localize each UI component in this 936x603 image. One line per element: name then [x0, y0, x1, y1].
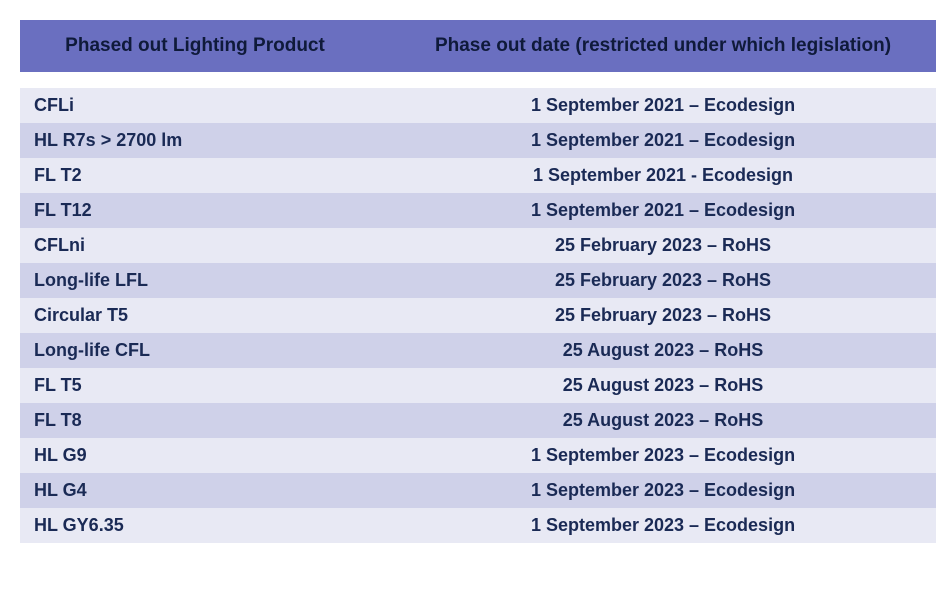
- table-row: Long-life LFL25 February 2023 – RoHS: [20, 263, 936, 298]
- lighting-phaseout-table: Phased out Lighting Product Phase out da…: [20, 20, 936, 543]
- table-row: CFLi1 September 2021 – Ecodesign: [20, 88, 936, 123]
- cell-date: 1 September 2021 – Ecodesign: [370, 193, 936, 228]
- cell-date: 1 September 2023 – Ecodesign: [370, 438, 936, 473]
- cell-product: FL T8: [20, 403, 370, 438]
- table-row: HL R7s > 2700 lm1 September 2021 – Ecode…: [20, 123, 936, 158]
- cell-product: HL GY6.35: [20, 508, 370, 543]
- table-separator: [20, 72, 936, 88]
- cell-date: 1 September 2023 – Ecodesign: [370, 508, 936, 543]
- cell-product: CFLi: [20, 88, 370, 123]
- table-header: Phased out Lighting Product Phase out da…: [20, 20, 936, 72]
- cell-product: FL T12: [20, 193, 370, 228]
- cell-date: 1 September 2021 – Ecodesign: [370, 88, 936, 123]
- table-row: HL GY6.351 September 2023 – Ecodesign: [20, 508, 936, 543]
- col-header-date: Phase out date (restricted under which l…: [370, 20, 936, 72]
- cell-date: 25 February 2023 – RoHS: [370, 228, 936, 263]
- table-row: Circular T525 February 2023 – RoHS: [20, 298, 936, 333]
- table-row: HL G41 September 2023 – Ecodesign: [20, 473, 936, 508]
- cell-product: HL G4: [20, 473, 370, 508]
- cell-date: 1 September 2023 – Ecodesign: [370, 473, 936, 508]
- cell-product: HL R7s > 2700 lm: [20, 123, 370, 158]
- table-row: CFLni25 February 2023 – RoHS: [20, 228, 936, 263]
- cell-product: FL T5: [20, 368, 370, 403]
- cell-product: Long-life LFL: [20, 263, 370, 298]
- cell-product: HL G9: [20, 438, 370, 473]
- cell-product: FL T2: [20, 158, 370, 193]
- table-row: FL T825 August 2023 – RoHS: [20, 403, 936, 438]
- cell-date: 1 September 2021 - Ecodesign: [370, 158, 936, 193]
- cell-product: Circular T5: [20, 298, 370, 333]
- table-row: FL T121 September 2021 – Ecodesign: [20, 193, 936, 228]
- table-row: HL G91 September 2023 – Ecodesign: [20, 438, 936, 473]
- cell-product: Long-life CFL: [20, 333, 370, 368]
- table-row: FL T21 September 2021 - Ecodesign: [20, 158, 936, 193]
- table-row: FL T525 August 2023 – RoHS: [20, 368, 936, 403]
- col-header-product: Phased out Lighting Product: [20, 20, 370, 72]
- cell-date: 25 August 2023 – RoHS: [370, 368, 936, 403]
- table-row: Long-life CFL25 August 2023 – RoHS: [20, 333, 936, 368]
- cell-product: CFLni: [20, 228, 370, 263]
- cell-date: 25 February 2023 – RoHS: [370, 298, 936, 333]
- cell-date: 25 August 2023 – RoHS: [370, 333, 936, 368]
- cell-date: 1 September 2021 – Ecodesign: [370, 123, 936, 158]
- table-body: CFLi1 September 2021 – EcodesignHL R7s >…: [20, 72, 936, 543]
- cell-date: 25 February 2023 – RoHS: [370, 263, 936, 298]
- cell-date: 25 August 2023 – RoHS: [370, 403, 936, 438]
